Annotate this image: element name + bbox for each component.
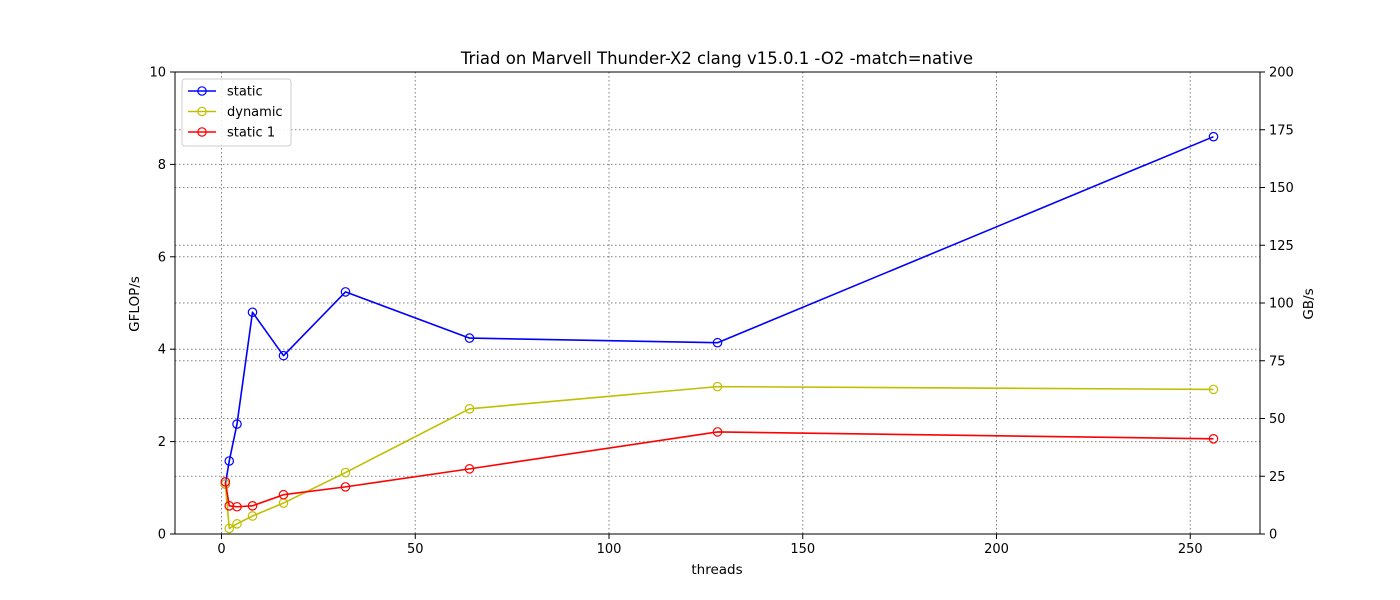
data-point-static-1	[278, 489, 289, 500]
y2-tick-label: 125	[1269, 239, 1294, 254]
data-point-dynamic	[1208, 384, 1219, 395]
legend: static dynamic static 1	[181, 78, 292, 147]
legend-label-static-1: static 1	[227, 126, 275, 141]
data-point-static-1	[220, 476, 231, 487]
data-point-static	[1208, 131, 1219, 142]
y2-tick-label: 25	[1269, 470, 1286, 485]
y-axis-right: 0 25 50 75 100 125 150 175 200	[1260, 66, 1294, 543]
y2-tick-label: 50	[1269, 412, 1286, 427]
data-point-static-1	[247, 501, 258, 511]
x-tick-label: 0	[217, 542, 225, 557]
y-tick-label: 2	[158, 435, 166, 450]
data-point-dynamic	[247, 511, 258, 521]
y-axis-label: GFLOP/s	[127, 276, 143, 332]
y-tick-label: 6	[158, 250, 166, 265]
data-point-dynamic	[340, 467, 351, 478]
data-point-static-1	[464, 464, 475, 474]
data-point-dynamic	[464, 403, 475, 414]
y-tick-label: 0	[158, 528, 166, 543]
y2-tick-label: 100	[1269, 297, 1294, 312]
data-point-static	[464, 333, 475, 343]
data-point-static-1	[232, 501, 242, 512]
x-axis: 0 50 100 150 200 250	[217, 534, 1203, 557]
y-tick-label: 8	[158, 158, 166, 173]
data-point-static	[278, 350, 289, 361]
data-point-dynamic	[712, 381, 723, 392]
y2-tick-label: 0	[1269, 528, 1277, 543]
legend-marker-static	[197, 86, 207, 96]
y2-tick-label: 175	[1269, 123, 1294, 138]
data-point-static	[232, 419, 242, 429]
legend-label-static: static	[227, 85, 263, 100]
data-point-static-1	[712, 427, 723, 437]
series-line-static	[224, 135, 1214, 485]
y2-axis-label: GB/s	[1301, 288, 1317, 319]
y2-tick-label: 150	[1269, 181, 1294, 196]
y-axis-left: 0 2 4 6 8 10	[149, 66, 175, 543]
x-tick-label: 150	[790, 542, 815, 557]
data-point-static-1	[1208, 434, 1219, 444]
series-lines	[220, 131, 1219, 534]
legend-marker-dynamic	[197, 106, 207, 117]
data-point-dynamic	[224, 523, 235, 534]
legend-box	[181, 78, 292, 147]
y2-tick-label: 75	[1269, 354, 1286, 369]
data-point-static	[712, 337, 723, 348]
legend-label-dynamic: dynamic	[227, 105, 283, 120]
data-point-static	[340, 287, 351, 297]
y2-tick-label: 200	[1269, 66, 1294, 81]
data-point-static	[247, 307, 258, 318]
y-tick-label: 10	[149, 66, 166, 81]
data-point-static	[224, 456, 235, 466]
x-tick-label: 250	[1178, 542, 1203, 557]
x-tick-label: 200	[984, 542, 1009, 557]
x-tick-label: 100	[597, 542, 622, 557]
y-tick-label: 4	[158, 343, 166, 358]
series-static-1	[220, 427, 1219, 512]
x-tick-label: 50	[407, 542, 424, 557]
chart-title: Triad on Marvell Thunder-X2 clang v15.0.…	[460, 49, 973, 68]
data-point-static-1	[340, 482, 351, 492]
legend-marker-static-1	[197, 127, 207, 137]
series-line-dynamic	[224, 385, 1214, 530]
series-dynamic	[220, 381, 1219, 534]
x-axis-label: threads	[691, 562, 742, 578]
series-line-static-1	[224, 431, 1214, 508]
data-point-dynamic	[232, 519, 242, 529]
